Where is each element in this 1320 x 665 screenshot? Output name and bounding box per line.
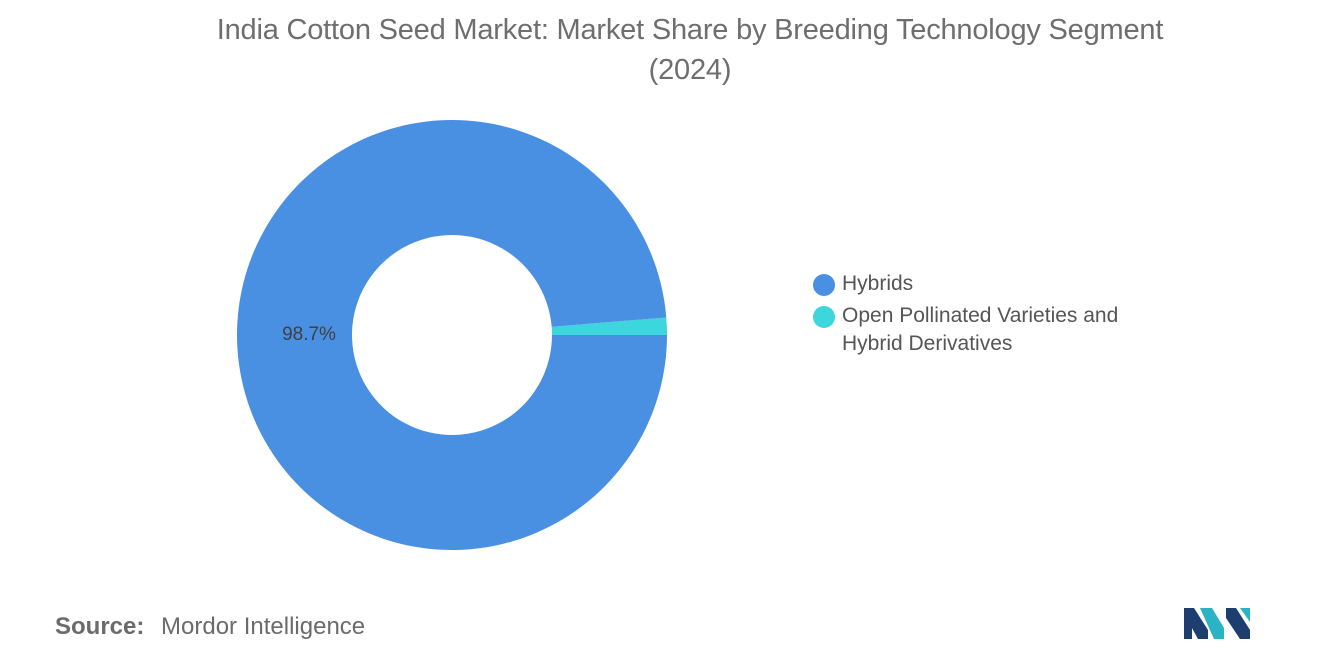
slice-hybrids <box>237 119 667 550</box>
source-value: Mordor Intelligence <box>161 613 366 640</box>
legend-label-hybrids: Hybrids <box>842 272 914 295</box>
logo-shape-right <box>1226 608 1250 639</box>
slice-open-pollinated <box>551 317 667 335</box>
logo-shape-left <box>1184 608 1208 639</box>
logo-shape-accent <box>1240 608 1250 622</box>
legend-swatch-open-pollinated <box>813 306 835 328</box>
legend-swatch-hybrids <box>813 274 835 296</box>
source-note: Source: Mordor Intelligence <box>55 611 365 643</box>
mordor-intelligence-logo-icon <box>1184 608 1250 639</box>
chart-legend: Hybrids Open Pollinated Varieties and Hy… <box>812 270 1192 362</box>
legend-label-open-pollinated-line1: Open Pollinated Varieties and <box>842 304 1119 327</box>
chart-subtitle: (2024) <box>648 54 732 86</box>
legend-item-open-pollinated: Open Pollinated Varieties and Hybrid Der… <box>812 302 1192 358</box>
legend-label-open-pollinated-line2: Hybrid Derivatives <box>842 332 1013 355</box>
chart-title: India Cotton Seed Market: Market Share b… <box>0 10 1320 90</box>
chart-title-main: India Cotton Seed Market: Market Share b… <box>216 14 1164 46</box>
source-label: Source: <box>55 613 145 640</box>
data-label-hybrids: 98.7% <box>282 324 336 345</box>
legend-item-hybrids: Hybrids <box>812 270 1192 298</box>
logo-shape-middle <box>1200 608 1224 639</box>
